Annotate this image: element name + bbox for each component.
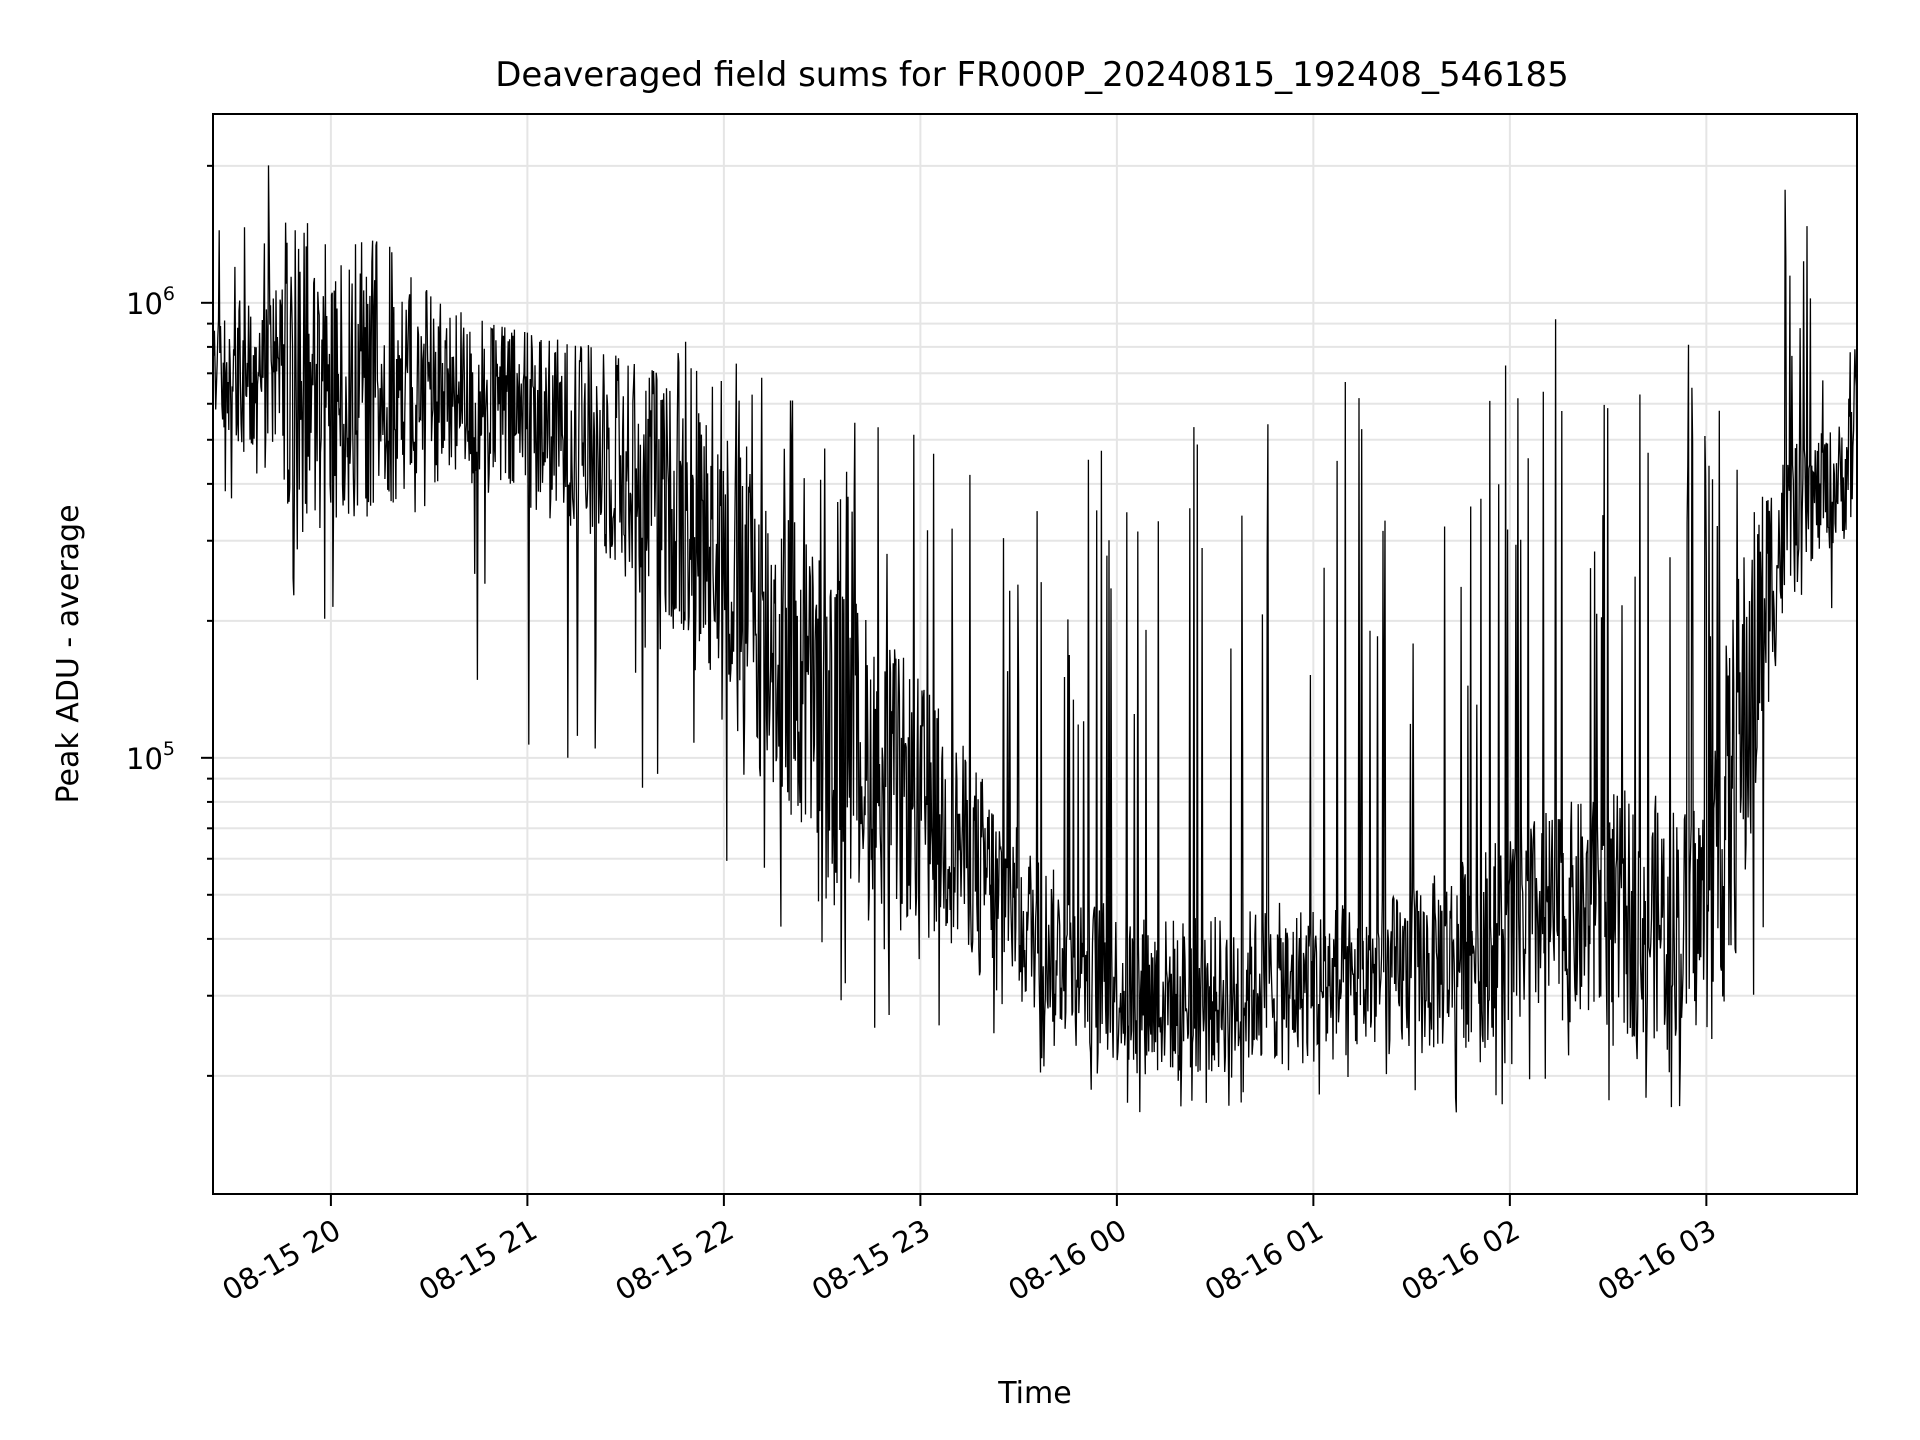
- y-axis-ticks: 105 106: [126, 164, 213, 1077]
- series-line-group: [212, 165, 1858, 1113]
- y-tick-label-1: 106: [126, 283, 175, 321]
- plot-frame: [212, 113, 1858, 1195]
- chart-title: Deaveraged field sums for FR000P_2024081…: [495, 55, 1569, 95]
- grid: [213, 114, 1857, 1194]
- y-tick-label-0: 105: [126, 738, 175, 776]
- y-axis-label: Peak ADU - average: [51, 504, 86, 803]
- series-line: [212, 165, 1858, 1113]
- x-axis-label: Time: [997, 1376, 1071, 1411]
